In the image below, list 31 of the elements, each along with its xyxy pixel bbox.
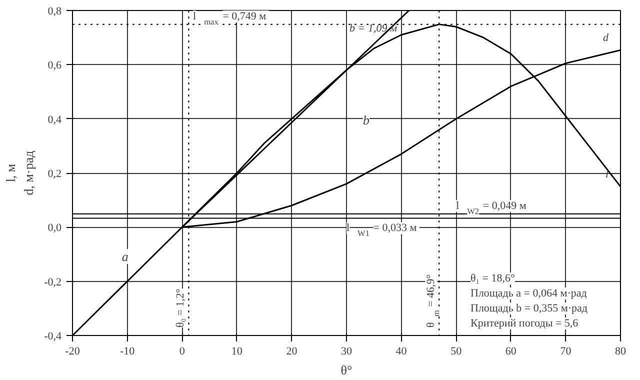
x-axis-title: θ° <box>340 362 352 378</box>
series-label: b = 1,09 м <box>350 22 397 34</box>
y-tick-label: -0,2 <box>44 276 62 288</box>
y-tick-label: 0,2 <box>48 168 62 180</box>
ref-line-label: θm = 46,9° <box>425 274 442 328</box>
x-tick-label: 0 <box>179 346 186 358</box>
x-tick-label: 60 <box>505 346 517 358</box>
y-tick-label: 0,0 <box>48 222 62 234</box>
ref-line-label: θ₀ = 1,2° <box>174 288 187 328</box>
y-axis-title: l, м d, м·рад <box>3 150 36 196</box>
y-tick-label: 0,4 <box>48 114 62 126</box>
annotation: Площадь a = 0,064 м·рад <box>470 288 588 300</box>
x-tick-label: 70 <box>560 346 572 358</box>
series-label: d <box>603 32 609 44</box>
annotation: a <box>122 249 129 264</box>
x-tick-label: -10 <box>120 346 136 358</box>
x-tick-label: 40 <box>396 346 408 358</box>
annotation: b <box>362 112 370 128</box>
x-tick-label: -20 <box>65 346 80 358</box>
series-label: l <box>605 168 609 181</box>
y-tick-label: -0,4 <box>44 330 62 342</box>
x-tick-label: 50 <box>450 346 462 358</box>
annotation: Площадь b = 0,355 м·рад <box>470 302 588 314</box>
x-tick-label: 10 <box>231 346 243 358</box>
y-tick-label: 0,8 <box>48 6 62 18</box>
y-tick-label: 0,6 <box>48 60 62 72</box>
x-tick-label: 20 <box>286 346 298 358</box>
x-tick-label: 80 <box>615 346 626 358</box>
annotation: Критерий погоды = 5,6 <box>470 318 579 330</box>
annotation: θ₁ = 18,6° <box>470 272 515 284</box>
x-tick-label: 30 <box>341 346 352 358</box>
